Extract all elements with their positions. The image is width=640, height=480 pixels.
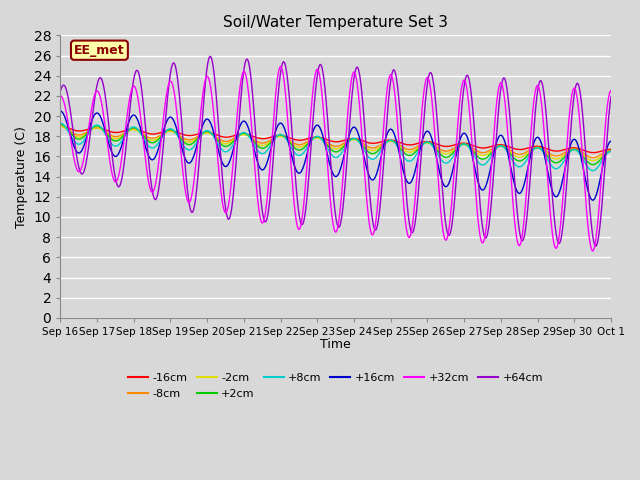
- +8cm: [589, 168, 596, 173]
- -8cm: [210, 132, 218, 138]
- +2cm: [607, 148, 615, 154]
- +32cm: [589, 248, 596, 254]
- +32cm: [276, 64, 284, 70]
- Line: +8cm: +8cm: [60, 123, 611, 170]
- +16cm: [496, 133, 504, 139]
- +64cm: [352, 66, 360, 72]
- +8cm: [351, 136, 359, 142]
- +64cm: [607, 94, 615, 99]
- -2cm: [364, 146, 371, 152]
- -16cm: [210, 131, 218, 137]
- +8cm: [56, 120, 64, 126]
- +32cm: [559, 200, 566, 205]
- +64cm: [207, 54, 214, 60]
- +16cm: [351, 125, 359, 131]
- Line: -8cm: -8cm: [60, 126, 611, 157]
- +8cm: [607, 148, 615, 154]
- -2cm: [607, 148, 615, 154]
- +8cm: [496, 143, 504, 149]
- +64cm: [559, 227, 566, 232]
- -8cm: [351, 136, 359, 142]
- Line: +32cm: +32cm: [60, 67, 611, 251]
- Y-axis label: Temperature (C): Temperature (C): [15, 126, 28, 228]
- Line: +64cm: +64cm: [60, 57, 611, 246]
- +2cm: [496, 143, 504, 149]
- +16cm: [56, 108, 64, 114]
- -8cm: [559, 151, 566, 157]
- -16cm: [559, 147, 566, 153]
- Line: +2cm: +2cm: [60, 124, 611, 165]
- -8cm: [364, 144, 371, 149]
- +2cm: [210, 133, 218, 139]
- +2cm: [364, 148, 371, 154]
- -8cm: [496, 143, 504, 148]
- -2cm: [351, 137, 359, 143]
- +2cm: [573, 148, 581, 154]
- Legend: -16cm, -8cm, -2cm, +2cm, +8cm, +16cm, +32cm, +64cm: -16cm, -8cm, -2cm, +2cm, +8cm, +16cm, +3…: [124, 369, 547, 403]
- -16cm: [56, 123, 64, 129]
- +16cm: [364, 168, 371, 174]
- Line: -16cm: -16cm: [60, 126, 611, 153]
- -2cm: [56, 123, 64, 129]
- +64cm: [592, 243, 600, 249]
- +32cm: [352, 72, 360, 78]
- +8cm: [364, 153, 371, 158]
- Text: EE_met: EE_met: [74, 44, 125, 57]
- -8cm: [573, 147, 581, 153]
- +32cm: [56, 93, 64, 99]
- -16cm: [351, 136, 359, 142]
- -16cm: [607, 146, 615, 152]
- +8cm: [573, 148, 581, 154]
- Line: -2cm: -2cm: [60, 126, 611, 161]
- -16cm: [589, 150, 597, 156]
- +64cm: [56, 88, 64, 94]
- +32cm: [607, 88, 615, 94]
- +32cm: [574, 100, 582, 106]
- -16cm: [573, 145, 581, 151]
- +64cm: [211, 71, 218, 77]
- +32cm: [364, 207, 371, 213]
- -8cm: [607, 147, 615, 153]
- -2cm: [210, 133, 218, 139]
- +32cm: [210, 112, 218, 118]
- -16cm: [364, 140, 371, 145]
- +16cm: [573, 141, 581, 147]
- -2cm: [589, 158, 596, 164]
- +16cm: [210, 130, 218, 136]
- +32cm: [496, 81, 504, 87]
- +2cm: [559, 156, 566, 162]
- +64cm: [364, 165, 371, 171]
- +2cm: [589, 162, 596, 168]
- +64cm: [496, 94, 504, 100]
- -8cm: [56, 123, 64, 129]
- +2cm: [351, 136, 359, 142]
- +8cm: [559, 161, 566, 167]
- +16cm: [607, 138, 615, 144]
- Line: +16cm: +16cm: [60, 111, 611, 200]
- +16cm: [559, 179, 566, 184]
- +2cm: [56, 121, 64, 127]
- +16cm: [589, 197, 596, 203]
- +8cm: [210, 134, 218, 140]
- -2cm: [559, 154, 566, 159]
- -2cm: [573, 148, 581, 154]
- X-axis label: Time: Time: [320, 338, 351, 351]
- Title: Soil/Water Temperature Set 3: Soil/Water Temperature Set 3: [223, 15, 448, 30]
- -16cm: [496, 142, 504, 147]
- -8cm: [589, 155, 596, 160]
- +64cm: [574, 81, 582, 86]
- -2cm: [496, 144, 504, 149]
